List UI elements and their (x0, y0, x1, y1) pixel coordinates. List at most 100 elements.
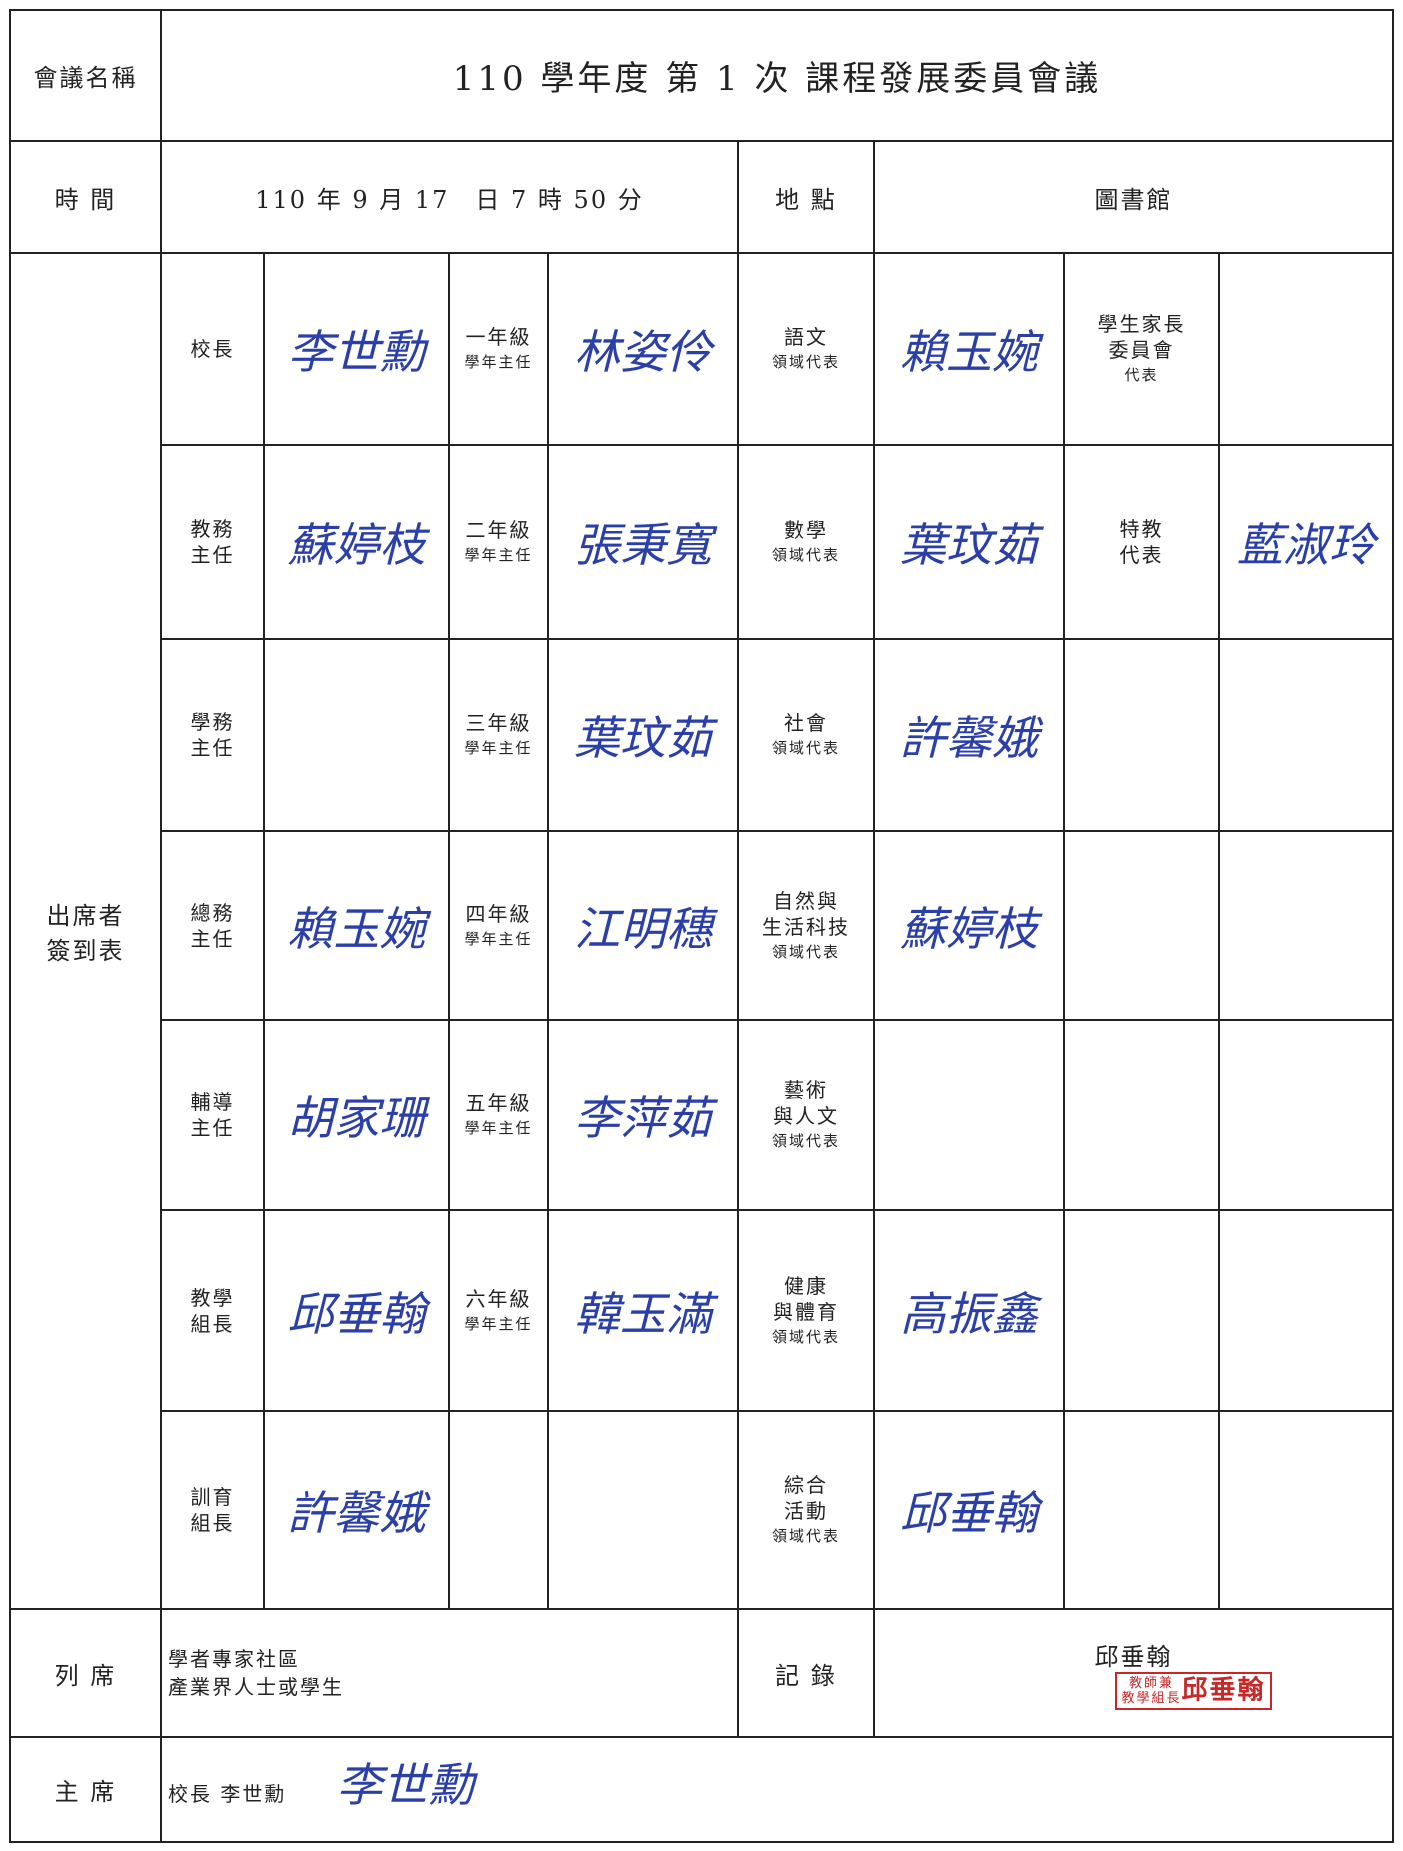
role-note: 學年主任 (464, 929, 533, 948)
role-line: 五年級 (465, 1091, 532, 1115)
row: 時 間 110 年 9 月 17 日 7 時 50 分 地 點 圖書館 (9, 140, 1394, 254)
role-line: 二年級 (465, 518, 532, 542)
role-line: 六年級 (465, 1286, 532, 1311)
role-cell: 一年級 學年主任 (448, 252, 549, 446)
stamp-line: 教師兼 (1128, 1675, 1174, 1691)
role-line: 三年級 (465, 711, 532, 735)
signature-cell: 李萍茹 (547, 1019, 739, 1211)
label: 會議名稱 (33, 64, 138, 92)
role-line: 訓育 (190, 1485, 235, 1509)
label-cell: 主 席 (9, 1736, 162, 1843)
role-line: 教務 (190, 517, 235, 541)
chair-name: 校長 李世勳 (168, 1782, 287, 1806)
signature-cell: 蘇婷枝 (263, 444, 450, 640)
signature-cell: 葉玟茹 (873, 444, 1065, 640)
signature-cell: 張秉寬 (547, 444, 739, 640)
role-line: 健康 (784, 1273, 828, 1298)
signature-cell: 許馨娥 (263, 1410, 450, 1610)
signature: 邱垂翰 (287, 1286, 426, 1341)
role-line: 與體育 (773, 1299, 839, 1324)
recorder: 邱垂翰 (1094, 1642, 1173, 1671)
signature: 許馨娥 (287, 1486, 426, 1540)
role-cell: 學生家長 委員會 代表 (1063, 252, 1220, 446)
role-line: 主任 (190, 926, 235, 951)
role-cell: 自然與 生活科技 領域代表 (737, 830, 875, 1021)
row: 輔導 主任 胡家珊 五年級 學年主任 李萍茹 藝術 與人文 領域代表 (10, 1019, 1394, 1211)
row: 會議名稱 110 學年度 第 1 次 課程發展委員會議 (9, 9, 1394, 142)
role-cell (1063, 1019, 1220, 1211)
role-note: 學年主任 (464, 546, 533, 564)
observers-line: 學者專家社區 (168, 1647, 300, 1671)
role-note: 領域代表 (771, 1527, 840, 1545)
label: 列 席 (54, 1661, 117, 1690)
signature: 李世勳 (287, 325, 426, 379)
role-line: 輔導 (190, 1090, 235, 1114)
signature-cell: 邱垂翰 (263, 1209, 450, 1412)
role-cell: 綜合 活動 領域代表 (737, 1410, 875, 1610)
signature-cell: 高振鑫 (873, 1209, 1065, 1412)
signature-cell: 賴玉婉 (873, 252, 1065, 446)
signature: 林姿伶 (574, 325, 712, 379)
row: 主 席 校長 李世勳 李世勳 (9, 1736, 1394, 1843)
role-line: 主任 (190, 736, 235, 760)
role-line: 特教 (1119, 517, 1164, 541)
role-cell: 六年級 學年主任 (448, 1209, 549, 1412)
signature-cell (873, 1019, 1065, 1211)
role-cell: 語文 領域代表 (737, 252, 875, 446)
signature-cell: 葉玟茹 (547, 638, 739, 832)
observers-line: 產業界人士或學生 (168, 1675, 344, 1699)
role-cell: 訓育 組長 (160, 1410, 265, 1610)
signature: 許馨娥 (900, 711, 1038, 765)
role-cell (1063, 830, 1220, 1021)
label-line: 簽到表 (46, 937, 125, 965)
role-note: 領域代表 (771, 353, 840, 371)
role-note: 學年主任 (464, 1119, 533, 1137)
signature: 藍淑玲 (1237, 518, 1375, 572)
signature-cell (1218, 252, 1394, 446)
stamp: 教師兼 教學組長 邱垂翰 (1115, 1671, 1272, 1710)
label: 地 點 (775, 185, 837, 214)
signature-cell: 韓玉滿 (547, 1209, 739, 1412)
role-line: 自然與 (773, 888, 839, 913)
role-note: 領域代表 (771, 1327, 840, 1346)
signature-cell (1218, 638, 1394, 832)
signature: 蘇婷枝 (900, 901, 1038, 956)
role-note: 學年主任 (464, 739, 533, 757)
stamp-line: 教學組長 (1121, 1690, 1182, 1706)
signature: 葉玟茹 (900, 518, 1038, 572)
label-cell: 地 點 (737, 140, 875, 254)
label-cell: 列 席 (9, 1608, 162, 1738)
role-line: 總務 (190, 900, 235, 925)
role-cell: 五年級 學年主任 (448, 1019, 549, 1211)
meeting-title: 110 學年度 第 1 次 課程發展委員會議 (452, 59, 1102, 99)
label-cell: 記 錄 (737, 1608, 875, 1738)
role-line: 與人文 (773, 1104, 839, 1128)
signature: 韓玉滿 (574, 1286, 712, 1341)
stamp-titles: 教師兼 教學組長 (1121, 1676, 1181, 1706)
place: 圖書館 (1094, 185, 1173, 214)
signature-cell (263, 638, 450, 832)
chair-cell: 校長 李世勳 李世勳 (160, 1736, 1394, 1843)
signature-cell (1218, 1410, 1394, 1610)
role-cell: 總務 主任 (160, 830, 265, 1021)
role-cell: 數學 領域代表 (737, 444, 875, 640)
signature: 邱垂翰 (900, 1486, 1038, 1540)
role-cell: 學務 主任 (160, 638, 265, 832)
signature-cell: 邱垂翰 (873, 1410, 1065, 1610)
observers-cell: 學者專家社區產業界人士或學生 (160, 1608, 739, 1738)
signature: 賴玉婉 (900, 325, 1038, 379)
label-line: 出席者 (46, 902, 125, 930)
role-line: 一年級 (465, 325, 532, 349)
signature-cell: 林姿伶 (547, 252, 739, 446)
role-line: 組長 (190, 1311, 235, 1336)
role-line: 主任 (190, 543, 235, 567)
signature-cell: 賴玉婉 (263, 830, 450, 1021)
label-cell: 會議名稱 (9, 9, 162, 142)
signature: 李萍茹 (574, 1091, 712, 1145)
meeting-form: 會議名稱 110 學年度 第 1 次 課程發展委員會議時 間 110 年 9 月 1… (9, 9, 1394, 1843)
role-cell: 四年級 學年主任 (448, 830, 549, 1021)
role-line: 數學 (784, 518, 828, 542)
signature-cell (1218, 830, 1394, 1021)
title-cell: 110 學年度 第 1 次 課程發展委員會議 (160, 9, 1394, 142)
signature-cell: 江明穗 (547, 830, 739, 1021)
